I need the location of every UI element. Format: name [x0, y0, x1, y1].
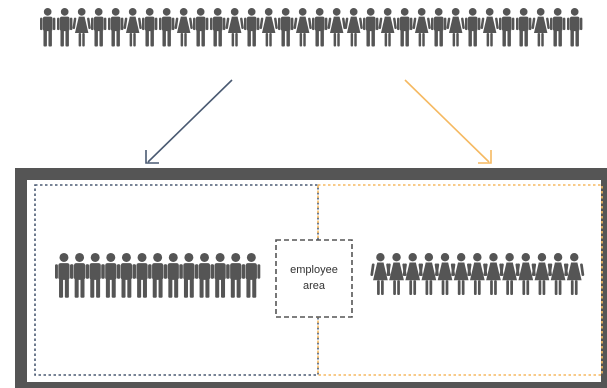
- left-group-man-icon: [148, 253, 167, 298]
- left-group-man-icon: [164, 253, 183, 298]
- crowd-man-icon: [312, 8, 328, 47]
- left-group-man-icon: [195, 253, 214, 298]
- left-group-man-icon: [70, 253, 89, 298]
- crowd-woman-icon: [531, 8, 550, 47]
- left-region-border: [34, 184, 319, 376]
- crowd-woman-icon: [174, 8, 193, 47]
- crowd-woman-icon: [327, 8, 346, 47]
- employee-area-label-line1: employee: [290, 264, 338, 276]
- employee-area-label-line2: area: [303, 280, 326, 292]
- left-group-man-icon: [86, 253, 105, 298]
- left-group: [55, 253, 261, 298]
- crowd-woman-icon: [293, 8, 312, 47]
- right-group: [370, 253, 585, 295]
- crowd-man-icon: [159, 8, 175, 47]
- crowd-man-icon: [499, 8, 515, 47]
- employee-area-box: [275, 239, 353, 318]
- crowd-woman-icon: [259, 8, 278, 47]
- crowd-woman-icon: [480, 8, 499, 47]
- crowd-man-icon: [244, 8, 260, 47]
- outer-frame: [15, 168, 607, 388]
- left-group-man-icon: [211, 253, 230, 298]
- crowd-woman-icon: [344, 8, 363, 47]
- crowd-woman-icon: [72, 8, 91, 47]
- crowd-woman-icon: [446, 8, 465, 47]
- left-group-man-icon: [179, 253, 198, 298]
- crowd-man-icon: [108, 8, 124, 47]
- left-group-man-icon: [226, 253, 245, 298]
- crowd-man-icon: [142, 8, 158, 47]
- left-group-man-icon: [133, 253, 151, 298]
- crowd-man-icon: [57, 8, 73, 47]
- left-group-man-icon: [55, 253, 73, 298]
- crowd-woman-icon: [378, 8, 397, 47]
- crowd-man-icon: [193, 8, 209, 47]
- left-group-man-icon: [101, 253, 120, 298]
- crowd-man-icon: [550, 8, 566, 47]
- left-group-man-icon: [117, 253, 136, 298]
- crowd-man-icon: [397, 8, 413, 47]
- crowd-woman-icon: [123, 8, 142, 47]
- crowd-woman-icon: [412, 8, 431, 47]
- right-region-border: [317, 184, 603, 376]
- crowd-man-icon: [91, 8, 107, 47]
- crowd-man-icon: [210, 8, 226, 47]
- left-group-man-icon: [242, 253, 261, 298]
- crowd-man-icon: [465, 8, 481, 47]
- crowd-man-icon: [278, 8, 294, 47]
- crowd-woman-icon: [225, 8, 244, 47]
- crowd-man-icon: [431, 8, 447, 47]
- crowd-man-icon: [40, 8, 56, 47]
- crowd-man-icon: [567, 8, 583, 47]
- crowd-man-icon: [516, 8, 532, 47]
- crowd-group: [40, 8, 583, 47]
- arrow-right: [404, 79, 492, 164]
- crowd-man-icon: [363, 8, 379, 47]
- arrow-left: [145, 79, 233, 164]
